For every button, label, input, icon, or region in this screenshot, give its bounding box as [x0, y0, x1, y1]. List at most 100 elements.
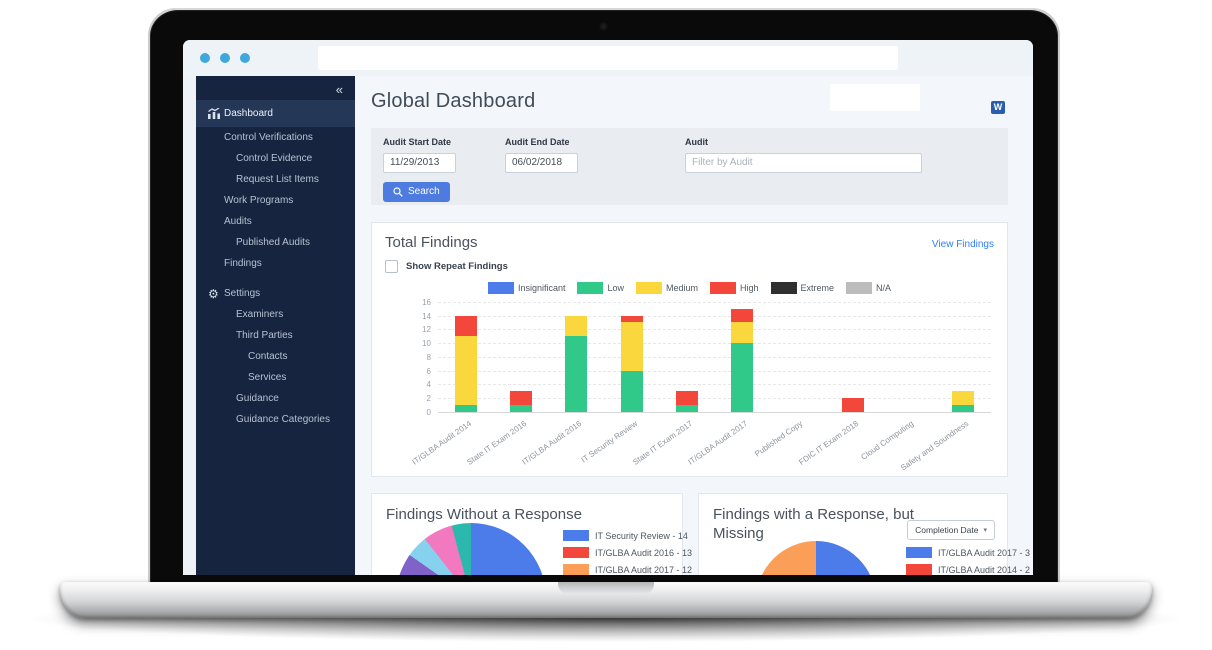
legend-swatch	[635, 281, 662, 294]
sidebar-item-label: Examiners	[236, 309, 284, 320]
app-screen: « Dashboard Control Verifications Control …	[183, 40, 1033, 575]
sidebar-item-control-evidence[interactable]: Control Evidence	[196, 148, 355, 169]
sidebar-item-audits[interactable]: Audits	[196, 211, 355, 232]
findings-without-response-legend: IT Security Review - 14 IT/GLBA Audit 201…	[563, 527, 692, 575]
bar-segment-high	[509, 391, 532, 405]
pie-legend-item: IT/GLBA Audit 2016 - 13	[563, 544, 692, 561]
audit-filter-label: Audit	[685, 137, 708, 147]
legend-item-high: High	[710, 281, 759, 294]
word-export-icon[interactable]: W	[991, 101, 1005, 114]
sidebar-item-contacts[interactable]: Contacts	[196, 346, 355, 367]
total-findings-card: Total Findings View Findings Show Repeat…	[371, 222, 1008, 477]
pie-legend-label: IT/GLBA Audit 2017 - 12	[595, 564, 693, 575]
findings-with-response-legend: IT/GLBA Audit 2017 - 3 IT/GLBA Audit 2014…	[906, 544, 1030, 575]
legend-item-extreme: Extreme	[770, 281, 834, 294]
legend-item-n-a: N/A	[846, 281, 891, 294]
pie-legend-item: IT/GLBA Audit 2017 - 3	[906, 544, 1030, 561]
y-axis-tick: 0	[426, 407, 431, 417]
audit-start-date-input[interactable]	[383, 152, 456, 173]
legend-item-insignificant: Insignificant	[487, 281, 565, 294]
legend-item-medium: Medium	[635, 281, 698, 294]
sidebar-item-published-audits[interactable]: Published Audits	[196, 232, 355, 253]
show-repeat-findings-checkbox[interactable]	[385, 259, 398, 273]
completion-date-dropdown[interactable]: Completion Date ▾	[907, 520, 995, 540]
y-axis-tick: 8	[426, 352, 431, 362]
sidebar-item-label: Settings	[224, 288, 261, 299]
sidebar-item-label: Control Verifications	[224, 132, 313, 143]
bar-segment-high	[675, 391, 698, 405]
window-dot-3[interactable]	[240, 53, 250, 63]
severity-legend: Insignificant Low Medium High Extreme N/A	[385, 281, 994, 294]
gear-icon: ⚙	[208, 286, 219, 301]
pie-legend-swatch	[563, 564, 589, 575]
gridline	[438, 411, 991, 413]
laptop-bezel: « Dashboard Control Verifications Control …	[150, 8, 1058, 588]
gridline	[438, 370, 991, 372]
total-findings-chart: 0 2 4 6 8 10 12 14 16 IT/GLBA Audit 2014 State IT …	[385, 298, 994, 472]
sidebar-item-label: Findings	[224, 258, 262, 269]
webcam-dot	[600, 23, 607, 30]
findings-without-response-card: Findings Without a Response IT Security …	[371, 493, 692, 575]
legend-swatch	[710, 281, 736, 294]
sidebar-item-work-programs[interactable]: Work Programs	[196, 190, 355, 211]
legend-swatch	[846, 281, 873, 294]
page-title: Global Dashboard	[371, 90, 536, 112]
pie-legend-swatch	[906, 564, 932, 575]
sidebar-item-guidance[interactable]: Guidance	[196, 388, 355, 409]
audit-end-date-input[interactable]	[505, 152, 578, 173]
gridline	[438, 315, 991, 317]
pie-legend-swatch	[906, 547, 932, 558]
gridline	[438, 343, 991, 344]
bar-segment-low	[620, 370, 643, 412]
pie-legend-item: IT/GLBA Audit 2017 - 12	[563, 561, 692, 575]
completion-date-dropdown-label: Completion Date	[915, 525, 979, 535]
audit-start-date-label: Audit Start Date	[383, 137, 452, 147]
window-dot-1[interactable]	[200, 53, 210, 63]
y-axis-tick: 16	[422, 297, 431, 307]
sidebar-item-label: Contacts	[248, 351, 288, 362]
sidebar-item-examiners[interactable]: Examiners	[196, 304, 355, 325]
bar-segment-medium	[731, 322, 754, 343]
sidebar-item-control-verifications[interactable]: Control Verifications	[196, 127, 355, 148]
browser-address-bar[interactable]	[318, 46, 898, 70]
findings-with-response-card: Findings with a Response, but Missing Co…	[698, 493, 1030, 575]
y-axis-tick: 14	[422, 311, 431, 321]
sidebar-item-dashboard[interactable]: Dashboard	[196, 100, 355, 127]
sidebar-item-request-list-items[interactable]: Request List Items	[196, 169, 355, 190]
sidebar-item-guidance-categories[interactable]: Guidance Categories	[196, 409, 355, 430]
sidebar-item-settings[interactable]: ⚙ Settings	[196, 283, 355, 304]
audit-filter-input[interactable]	[685, 152, 922, 173]
gridline	[438, 384, 991, 386]
bar-segment-high	[620, 315, 643, 323]
sidebar-item-findings[interactable]: Findings	[196, 253, 355, 274]
window-dot-2[interactable]	[220, 53, 230, 63]
sidebar-item-services[interactable]: Services	[196, 367, 355, 388]
view-findings-link[interactable]: View Findings	[931, 239, 994, 250]
sidebar: « Dashboard Control Verifications Control …	[196, 76, 355, 575]
sidebar-collapse-button[interactable]: «	[335, 82, 343, 97]
search-button[interactable]: Search	[383, 181, 450, 202]
pie-legend-label: IT Security Review - 14	[595, 530, 688, 541]
y-axis-tick: 12	[422, 325, 431, 335]
bar-segment-low	[731, 343, 754, 412]
chevron-down-icon: ▾	[983, 527, 987, 534]
filter-panel: Audit Start Date Audit End Date Audit	[371, 128, 1008, 205]
bar-segment-low	[675, 404, 698, 412]
sidebar-item-label: Guidance Categories	[236, 414, 330, 425]
browser-titlebar	[183, 40, 1033, 76]
legend-swatch	[770, 281, 797, 294]
bar-segment-low	[454, 404, 477, 412]
sidebar-item-label: Dashboard	[224, 108, 273, 119]
legend-label: Medium	[665, 282, 698, 293]
dashboard-icon	[208, 108, 224, 119]
pie-cards-row: Findings Without a Response IT Security …	[371, 493, 1030, 575]
pie-legend-item: IT/GLBA Audit 2014 - 2	[906, 561, 1030, 575]
findings-without-response-title: Findings Without a Response	[386, 506, 582, 523]
pie-legend-label: IT/GLBA Audit 2016 - 13	[595, 547, 693, 558]
sidebar-item-label: Services	[248, 372, 287, 383]
sidebar-item-third-parties[interactable]: Third Parties	[196, 325, 355, 346]
gridline	[438, 301, 991, 303]
main-content: Global Dashboard W Audit Start Date Audi…	[355, 76, 1033, 575]
legend-swatch	[577, 281, 604, 294]
